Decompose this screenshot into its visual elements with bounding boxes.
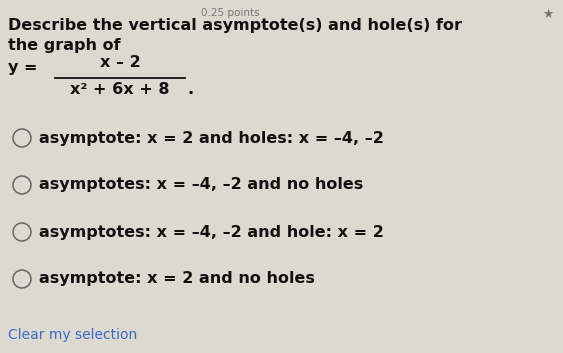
Text: asymptotes: x = –4, –2 and no holes: asymptotes: x = –4, –2 and no holes — [39, 178, 363, 192]
Text: asymptote: x = 2 and no holes: asymptote: x = 2 and no holes — [39, 271, 315, 287]
Text: asymptotes: x = –4, –2 and hole: x = 2: asymptotes: x = –4, –2 and hole: x = 2 — [39, 225, 384, 239]
Text: asymptote: x = 2 and holes: x = –4, –2: asymptote: x = 2 and holes: x = –4, –2 — [39, 131, 384, 145]
Text: x – 2: x – 2 — [100, 55, 140, 70]
Text: x² + 6x + 8: x² + 6x + 8 — [70, 82, 170, 97]
Text: Clear my selection: Clear my selection — [8, 328, 137, 342]
Text: .: . — [187, 82, 193, 97]
Text: ★: ★ — [542, 8, 553, 21]
Text: y =: y = — [8, 60, 38, 75]
Text: 0.25 points: 0.25 points — [200, 8, 260, 18]
Text: the graph of: the graph of — [8, 38, 120, 53]
Text: Describe the vertical asymptote(s) and hole(s) for: Describe the vertical asymptote(s) and h… — [8, 18, 462, 33]
